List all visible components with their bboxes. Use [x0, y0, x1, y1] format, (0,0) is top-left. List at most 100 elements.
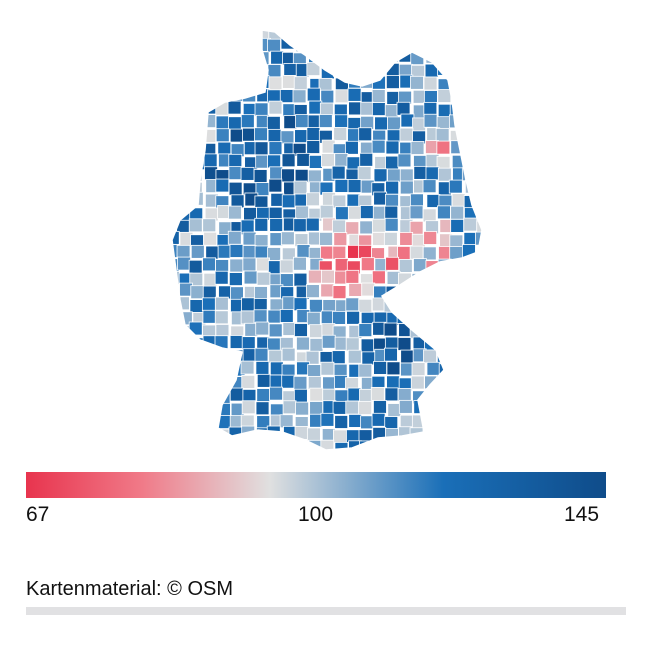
district-region	[360, 338, 375, 353]
district-region	[217, 244, 232, 259]
district-region	[476, 194, 482, 208]
district-region	[384, 205, 399, 220]
district-region	[253, 309, 268, 324]
district-region	[306, 140, 321, 154]
district-region	[451, 259, 466, 274]
district-region	[346, 50, 360, 65]
district-region	[172, 155, 177, 170]
district-region	[188, 103, 203, 118]
district-region	[242, 453, 255, 460]
district-region	[256, 388, 271, 402]
district-region	[373, 361, 387, 375]
district-region	[360, 101, 375, 116]
district-region	[229, 128, 244, 143]
district-region	[345, 400, 360, 415]
district-region	[228, 166, 243, 181]
district-region	[361, 351, 376, 366]
district-region	[192, 349, 207, 364]
district-region	[412, 296, 427, 311]
district-region	[179, 168, 194, 183]
district-region	[452, 413, 466, 428]
district-region	[450, 402, 465, 416]
district-region	[451, 193, 466, 208]
district-region	[267, 309, 282, 324]
district-region	[333, 232, 348, 246]
district-region	[437, 205, 451, 220]
district-region	[464, 103, 479, 118]
district-region	[190, 50, 204, 65]
district-region	[438, 363, 453, 378]
district-region	[269, 166, 284, 181]
district-region	[269, 218, 284, 232]
district-region	[172, 441, 179, 450]
district-region	[475, 285, 482, 300]
district-region	[450, 88, 465, 103]
district-region	[322, 376, 337, 391]
district-region	[398, 454, 411, 460]
district-region	[423, 30, 438, 39]
district-region	[333, 455, 346, 460]
district-region	[307, 453, 320, 460]
district-region	[465, 271, 479, 286]
district-region	[426, 442, 440, 450]
district-region	[178, 440, 193, 450]
district-region	[450, 140, 465, 155]
district-region	[202, 257, 216, 272]
district-region	[268, 100, 283, 115]
district-region	[450, 65, 464, 80]
district-region	[178, 37, 192, 52]
district-region	[321, 269, 335, 284]
district-region	[426, 413, 441, 427]
district-region	[267, 154, 281, 169]
district-region	[293, 180, 308, 195]
district-region	[256, 373, 271, 388]
district-region	[335, 51, 349, 66]
district-region	[280, 130, 295, 145]
district-region	[282, 400, 297, 415]
district-region	[372, 205, 387, 220]
district-region	[215, 39, 230, 54]
district-region	[386, 375, 400, 390]
district-region	[373, 400, 387, 414]
district-region	[242, 127, 256, 142]
district-region	[319, 204, 334, 219]
district-region	[295, 401, 309, 416]
district-region	[279, 309, 294, 323]
district-region	[371, 89, 386, 103]
district-region	[192, 77, 207, 92]
district-region	[423, 90, 438, 104]
district-region	[439, 439, 453, 450]
district-region	[399, 168, 414, 183]
district-region	[385, 428, 399, 442]
district-region	[227, 230, 242, 245]
district-region	[335, 206, 349, 221]
district-region	[437, 50, 452, 64]
district-region	[172, 388, 181, 403]
district-region	[205, 245, 220, 260]
district-region	[172, 178, 180, 193]
district-region	[371, 412, 386, 427]
district-region	[439, 453, 452, 460]
district-region	[254, 127, 268, 142]
district-region	[281, 374, 296, 389]
district-region	[385, 452, 398, 460]
district-region	[176, 244, 191, 259]
district-region	[293, 30, 308, 38]
district-region	[400, 284, 415, 299]
district-region	[476, 100, 482, 115]
district-region	[296, 336, 310, 351]
district-region	[359, 205, 374, 219]
district-region	[294, 323, 308, 337]
district-region	[242, 348, 257, 363]
district-region	[281, 153, 296, 168]
district-region	[175, 76, 190, 90]
district-region	[437, 324, 452, 338]
district-region	[176, 143, 190, 157]
horizontal-scrollbar[interactable]	[26, 607, 626, 615]
district-region	[371, 49, 386, 64]
district-region	[293, 375, 308, 390]
district-region	[229, 244, 244, 258]
district-region	[217, 141, 232, 156]
district-region	[175, 61, 190, 76]
district-region	[449, 439, 464, 450]
